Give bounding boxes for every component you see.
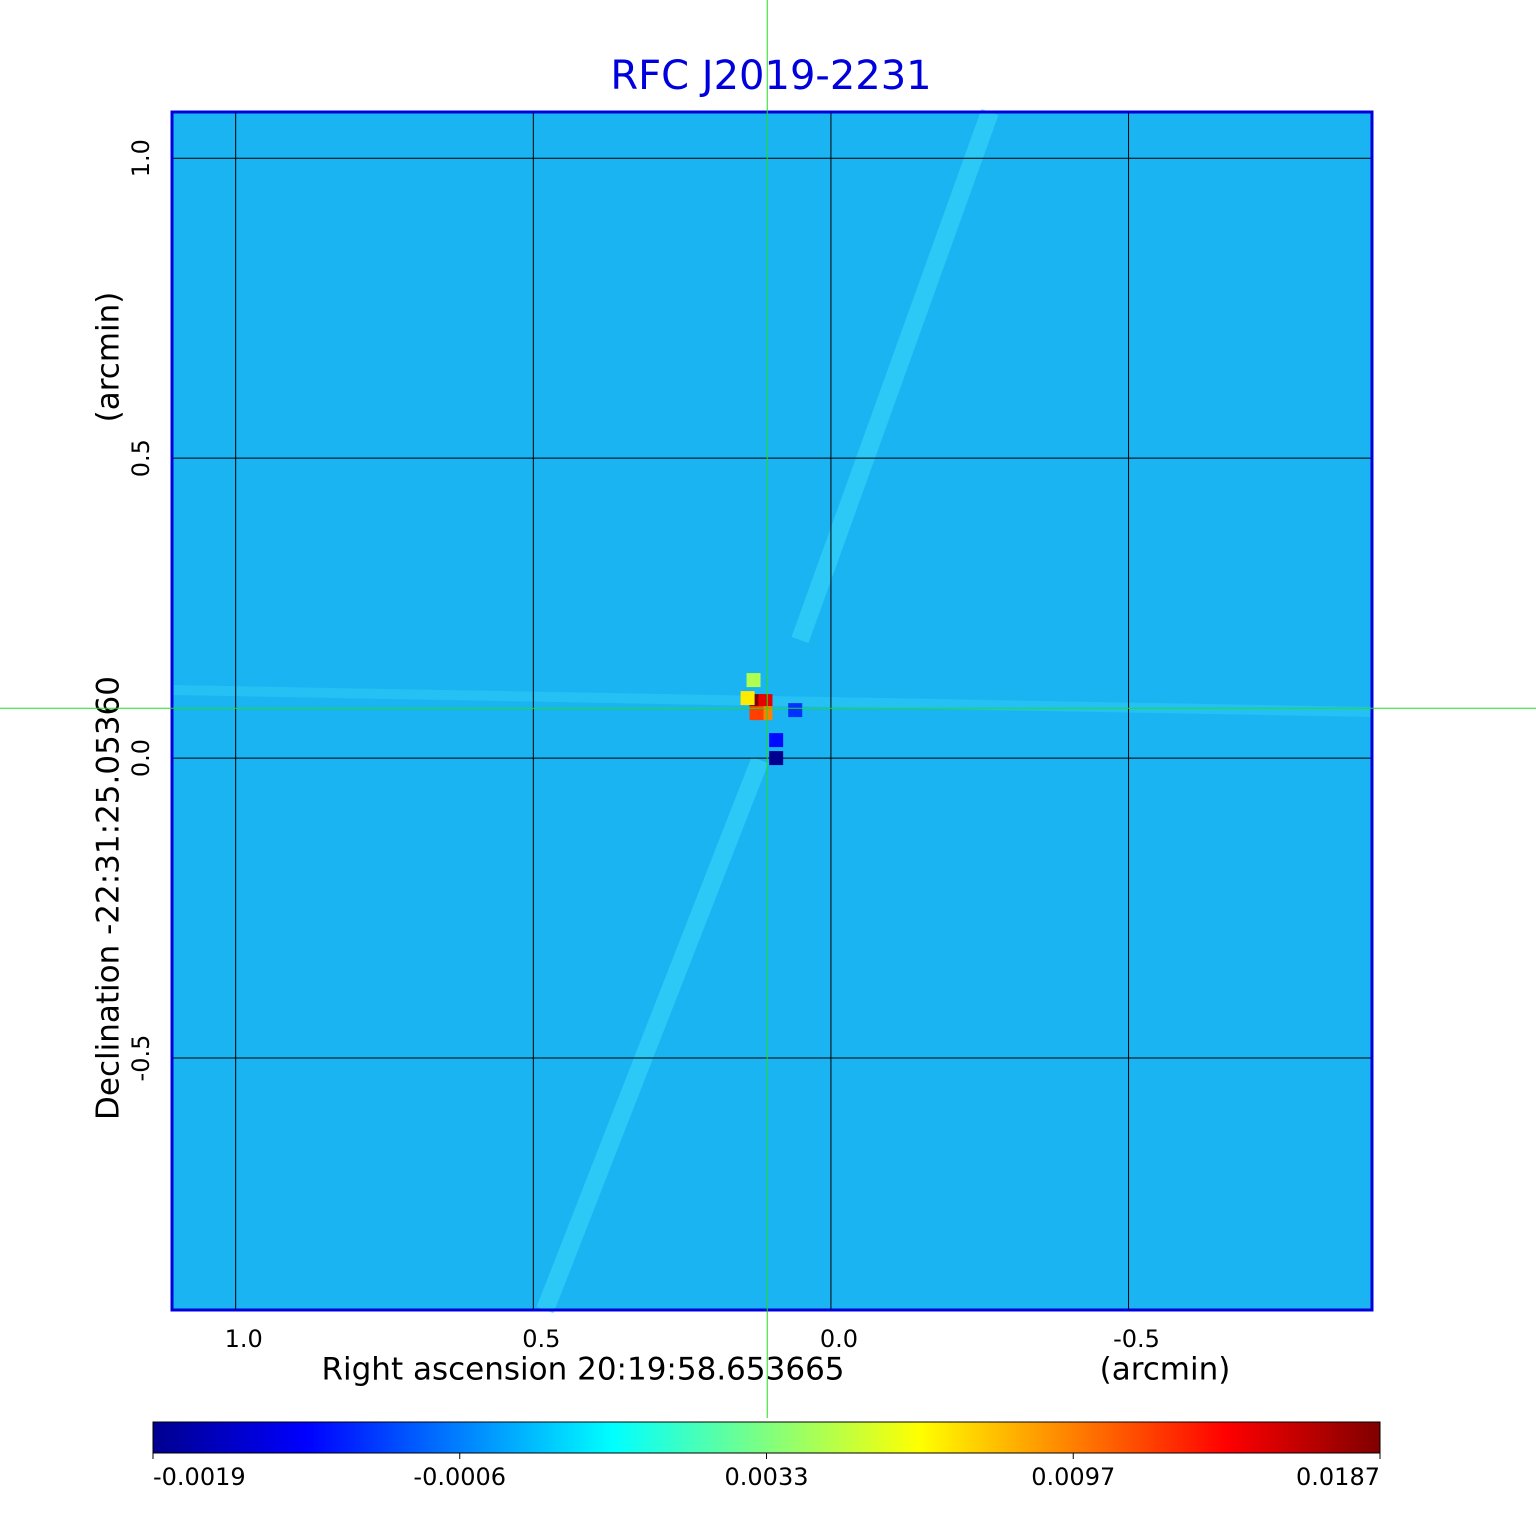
colorbar-tick-label: 0.0033 (725, 1463, 809, 1491)
image-pixel (749, 706, 764, 721)
colorbar-tick-label: -0.0019 (153, 1463, 246, 1491)
y-tick-label: 0.0 (127, 739, 155, 777)
y-axis-label: Declination -22:31:25.05360 (91, 676, 127, 1120)
image-pixel (769, 751, 784, 766)
plot-frame (170, 110, 1374, 1312)
image-pixel (740, 691, 755, 706)
x-tick-label: -0.5 (1113, 1325, 1160, 1353)
y-tick-label: -0.5 (127, 1035, 155, 1082)
image-pixel (758, 694, 773, 709)
colorbar-tick-label: 0.0097 (1031, 1463, 1115, 1491)
x-axis-unit: (arcmin) (1100, 1352, 1231, 1388)
image-pixel (769, 733, 784, 748)
x-tick-label: 0.5 (522, 1325, 560, 1353)
colorbar (152, 1421, 1381, 1454)
y-tick-label: 0.5 (127, 439, 155, 477)
y-axis-unit: (arcmin) (91, 292, 127, 423)
image-pixel (746, 673, 761, 688)
x-tick-label: 0.0 (820, 1325, 858, 1353)
y-tick-label: 1.0 (127, 139, 155, 177)
chart-title: RFC J2019-2231 (610, 53, 931, 99)
colorbar-tick-label: -0.0006 (413, 1463, 506, 1491)
x-axis-label: Right ascension 20:19:58.653665 (321, 1352, 844, 1388)
colorbar-tick-label: 0.0187 (1296, 1463, 1380, 1491)
x-tick-label: 1.0 (225, 1325, 263, 1353)
image-pixel (788, 703, 803, 718)
